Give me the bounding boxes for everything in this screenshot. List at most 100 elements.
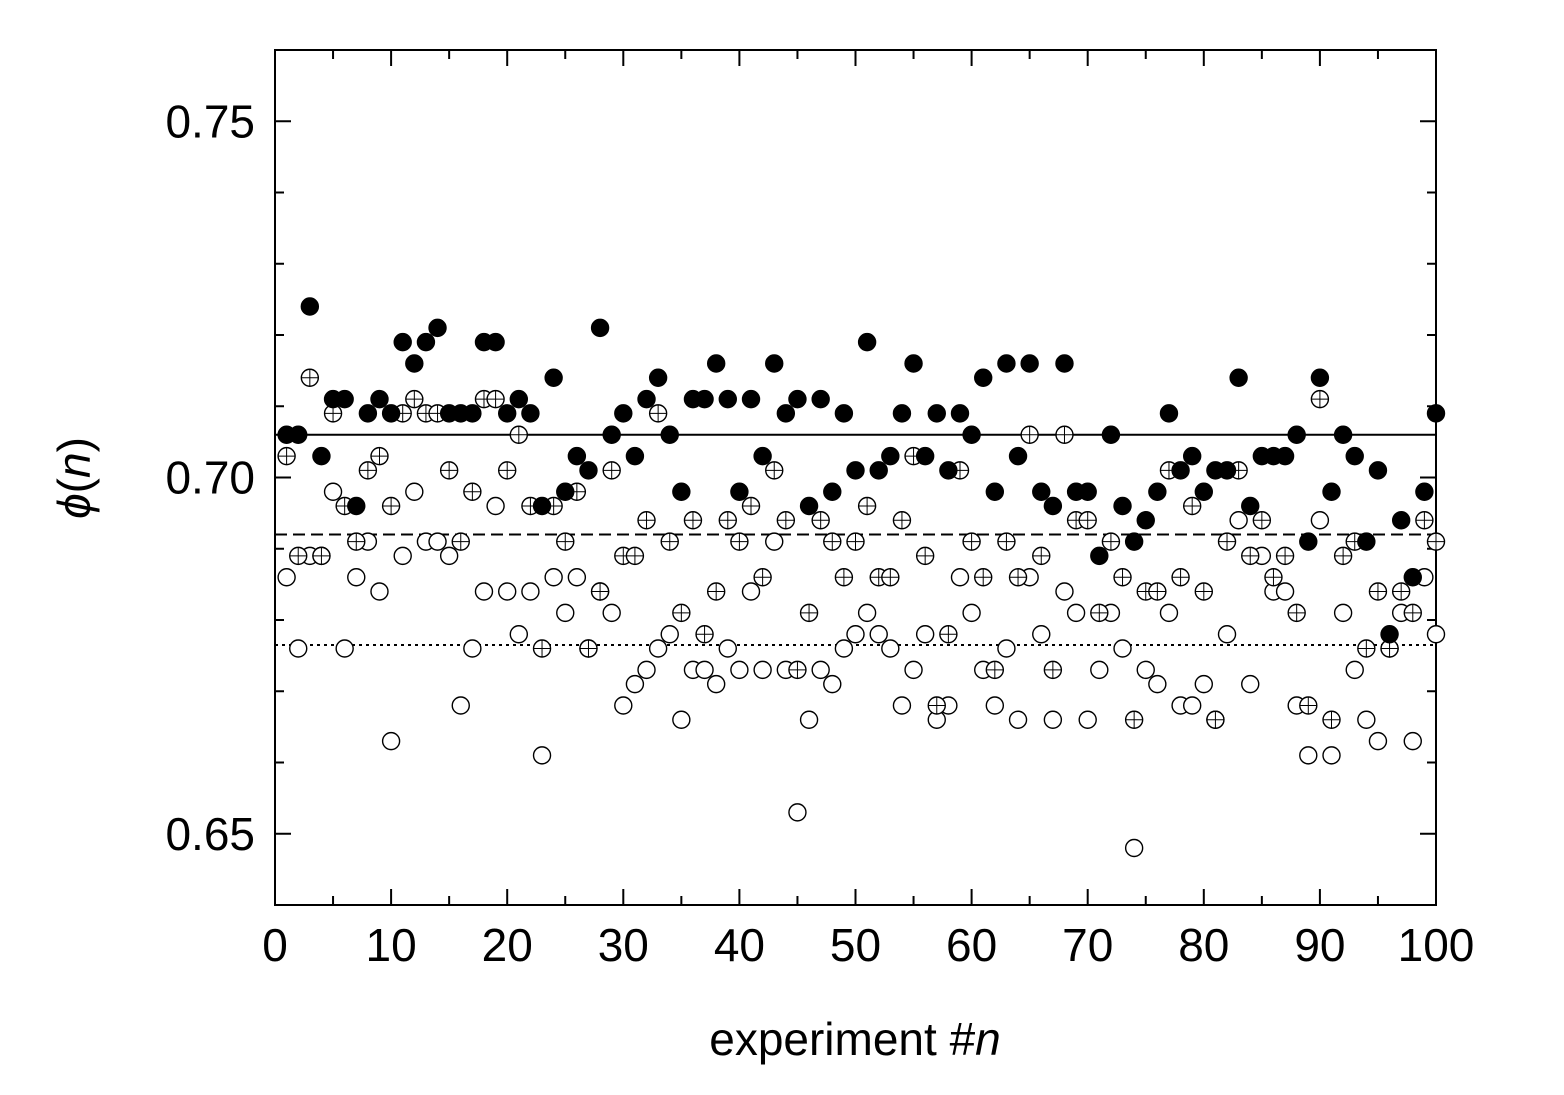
data-point-open [439, 546, 459, 566]
data-point-filled [1171, 461, 1190, 480]
data-point-crossed [788, 660, 807, 680]
data-point-open [1217, 625, 1237, 644]
x-tick-label: 20 [482, 919, 533, 971]
data-point-filled [509, 389, 529, 409]
data-point-crossed [300, 368, 320, 387]
data-point-filled [312, 446, 331, 466]
data-point-crossed [1055, 425, 1074, 444]
data-point-crossed [1299, 696, 1318, 715]
data-point-filled [857, 332, 877, 352]
data-point-open [765, 532, 784, 551]
data-point-open [1136, 660, 1155, 680]
data-point-crossed [1182, 496, 1202, 516]
data-point-filled [741, 389, 761, 409]
data-point-open [277, 568, 296, 587]
data-point-crossed [590, 582, 610, 601]
data-point-crossed [370, 446, 389, 466]
data-point-crossed [811, 511, 830, 530]
data-point-open [1357, 710, 1376, 729]
data-point-open [1299, 746, 1318, 765]
data-point-open [695, 660, 714, 680]
data-point-crossed [1241, 546, 1260, 566]
data-point-filled [556, 482, 575, 501]
data-point-filled [811, 389, 830, 409]
data-point-open [915, 625, 935, 644]
x-tick-label: 90 [1294, 919, 1345, 971]
data-point-crossed [1357, 639, 1376, 658]
data-point-crossed [358, 461, 378, 480]
data-point-filled [1136, 511, 1155, 530]
data-point-filled [869, 461, 888, 480]
data-point-crossed [486, 389, 505, 409]
data-point-crossed [834, 568, 854, 587]
data-point-open [625, 674, 645, 694]
data-point-filled [1403, 568, 1422, 587]
data-point-filled [1113, 496, 1132, 516]
data-point-filled [997, 354, 1016, 373]
data-point-open [405, 482, 424, 501]
data-point-filled [1090, 546, 1109, 566]
data-point-filled [289, 425, 308, 444]
data-point-filled [672, 482, 691, 501]
data-point-crossed [625, 546, 645, 566]
data-point-crossed [706, 582, 726, 601]
data-point-open [323, 482, 343, 501]
y-tick-label: 0.75 [165, 95, 255, 147]
data-point-filled [974, 368, 993, 387]
data-point-open [381, 731, 401, 751]
y-tick-label: 0.65 [165, 808, 255, 860]
data-point-filled [405, 354, 424, 373]
data-point-filled [904, 354, 923, 373]
data-point-crossed [672, 603, 691, 623]
data-point-open [660, 625, 679, 644]
data-point-filled [1415, 482, 1434, 501]
data-point-open [521, 582, 540, 601]
data-point-open [1055, 582, 1074, 601]
data-point-filled [1345, 446, 1364, 466]
y-axis-title: ϕ(n) [48, 437, 100, 519]
data-point-open [1159, 603, 1179, 623]
data-point-open [881, 639, 900, 658]
data-point-filled [358, 404, 378, 423]
data-point-filled [939, 461, 958, 480]
data-point-filled [1333, 425, 1353, 444]
data-point-filled [347, 496, 366, 516]
data-point-open [509, 625, 529, 644]
data-point-open [648, 639, 668, 658]
data-point-filled [765, 354, 784, 373]
data-point-filled [1357, 532, 1376, 551]
data-point-open [1345, 660, 1364, 680]
data-point-crossed [602, 461, 621, 480]
data-point-open [997, 639, 1016, 658]
data-point-crossed [381, 496, 401, 516]
data-point-open [1275, 582, 1295, 601]
data-point-filled [625, 446, 645, 466]
data-point-filled [834, 404, 854, 423]
data-point-crossed [1101, 532, 1121, 551]
data-point-open [1182, 696, 1202, 715]
data-point-filled [1194, 482, 1214, 501]
data-point-crossed [695, 625, 714, 644]
y-axis-title-close-paren: ) [48, 437, 100, 452]
data-point-open [1124, 838, 1144, 858]
data-point-crossed [1426, 532, 1446, 551]
data-point-filled [950, 404, 970, 423]
data-point-filled [381, 404, 401, 423]
data-point-filled [532, 496, 552, 516]
data-point-filled [521, 404, 540, 423]
data-point-filled [498, 404, 517, 423]
data-point-crossed [753, 568, 772, 587]
x-tick-label: 50 [830, 919, 881, 971]
data-point-filled [1391, 511, 1411, 530]
x-tick-label: 0 [262, 919, 288, 971]
data-point-filled [370, 389, 389, 409]
data-point-open [1008, 710, 1028, 729]
data-point-open [532, 746, 552, 765]
data-point-crossed [939, 625, 958, 644]
data-point-open [393, 546, 412, 566]
data-point-open [637, 660, 656, 680]
data-point-crossed [498, 461, 517, 480]
data-point-crossed [1148, 582, 1167, 601]
data-point-open [602, 603, 621, 623]
data-point-open [672, 710, 691, 729]
